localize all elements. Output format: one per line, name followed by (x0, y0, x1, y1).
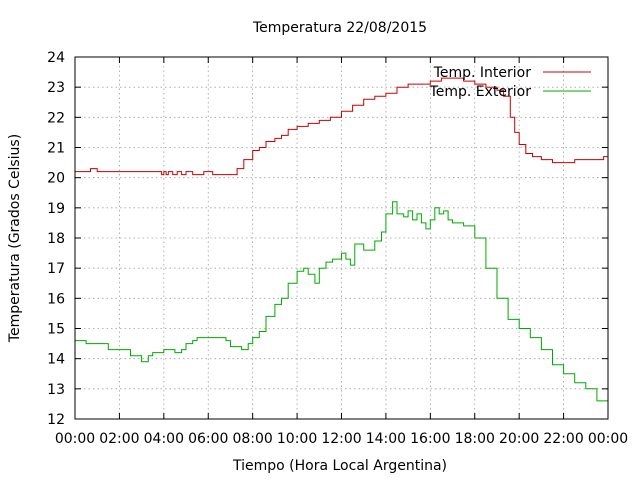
y-tick-label: 20 (47, 171, 65, 187)
y-tick-label: 17 (47, 261, 65, 277)
x-tick-label: 22:00 (543, 431, 583, 447)
series-lines (75, 77, 609, 413)
series-line-2 (75, 201, 609, 413)
y-tick-labels: 12 13 14 15 16 17 18 19 20 21 22 23 24 (47, 50, 65, 428)
x-tick-label: 02:00 (99, 431, 139, 447)
y-tick-label: 19 (47, 201, 65, 217)
x-axis-title: Tiempo (Hora Local Argentina) (232, 458, 447, 474)
x-tick-label: 12:00 (321, 431, 361, 447)
x-tick-label: 08:00 (232, 431, 272, 447)
x-tick-label: 10:00 (277, 431, 317, 447)
y-axis-title: Temperatura (Grados Celsius) (7, 134, 23, 343)
chart-title: Temperatura 22/08/2015 (252, 20, 427, 36)
legend: Temp. Interior Temp. Exterior (429, 65, 591, 100)
y-tick-label: 12 (47, 412, 65, 428)
y-tick-label: 13 (47, 382, 65, 398)
y-tick-label: 24 (47, 50, 65, 66)
legend-label-1: Temp. Interior (433, 65, 532, 81)
series-line-1 (75, 77, 609, 176)
y-tick-label: 14 (47, 352, 65, 368)
x-tick-label: 04:00 (144, 431, 184, 447)
x-tick-label: 20:00 (499, 431, 539, 447)
y-tick-label: 22 (47, 110, 65, 126)
y-tick-label: 23 (47, 80, 65, 96)
x-tick-label: 00:00 (55, 431, 95, 447)
x-tick-label: 00:00 (588, 431, 628, 447)
legend-label-2: Temp. Exterior (429, 84, 532, 100)
y-tick-label: 15 (47, 322, 65, 338)
x-tick-label: 18:00 (455, 431, 495, 447)
x-tick-label: 06:00 (188, 431, 228, 447)
y-tick-label: 21 (47, 141, 65, 157)
y-tick-label: 18 (47, 231, 65, 247)
x-tick-labels: 00:00 02:00 04:00 06:00 08:00 10:00 12:00 14:00… (55, 431, 628, 447)
x-tick-label: 14:00 (366, 431, 406, 447)
y-tick-label: 16 (47, 291, 65, 307)
axis-ticks (74, 56, 609, 420)
x-tick-label: 16:00 (410, 431, 450, 447)
